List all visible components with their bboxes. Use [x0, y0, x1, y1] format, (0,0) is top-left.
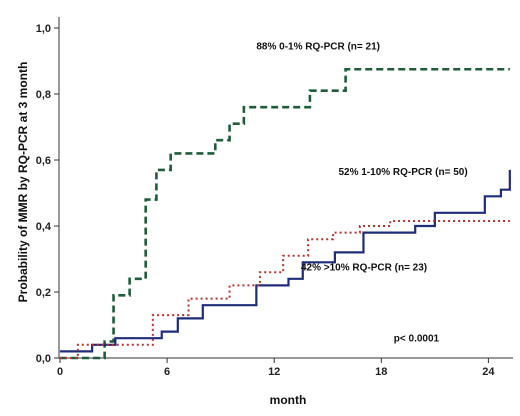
plot-area: 0,0 0,2 0,4 0,6 0,8 1,0 0 6 12 18 24 88% 0-1% RQ-PC… [36, 17, 513, 378]
y-tick-label: 0,2 [36, 287, 51, 299]
annotation-a2: 52% 1-10% RQ-PCR (n= 50) [338, 167, 467, 178]
series-line-s2 [60, 169, 511, 353]
y-tick-label: 0,4 [36, 221, 52, 233]
annotation-a4: p< 0.0001 [394, 334, 440, 345]
y-tick-label: 0,8 [36, 89, 51, 101]
y-tick-label: 1,0 [36, 23, 51, 35]
y-tick-label: 0,6 [36, 155, 51, 167]
x-tick-label: 18 [375, 366, 387, 378]
annotation-a3: 42% >10% RQ-PCR (n= 23) [301, 263, 427, 274]
x-axis-title: month [270, 393, 307, 407]
x-tick-label: 12 [268, 366, 280, 378]
x-tick-label: 0 [57, 366, 63, 378]
x-tick-label: 24 [482, 366, 495, 378]
x-tick-label: 6 [164, 366, 170, 378]
y-tick-label: 0,0 [36, 353, 51, 365]
series-line-s3 [60, 220, 510, 359]
y-axis-title: Probability of MMR by RQ-PCR at 3 month [16, 62, 30, 303]
annotation-a1: 88% 0-1% RQ-PCR (n= 21) [256, 41, 380, 52]
